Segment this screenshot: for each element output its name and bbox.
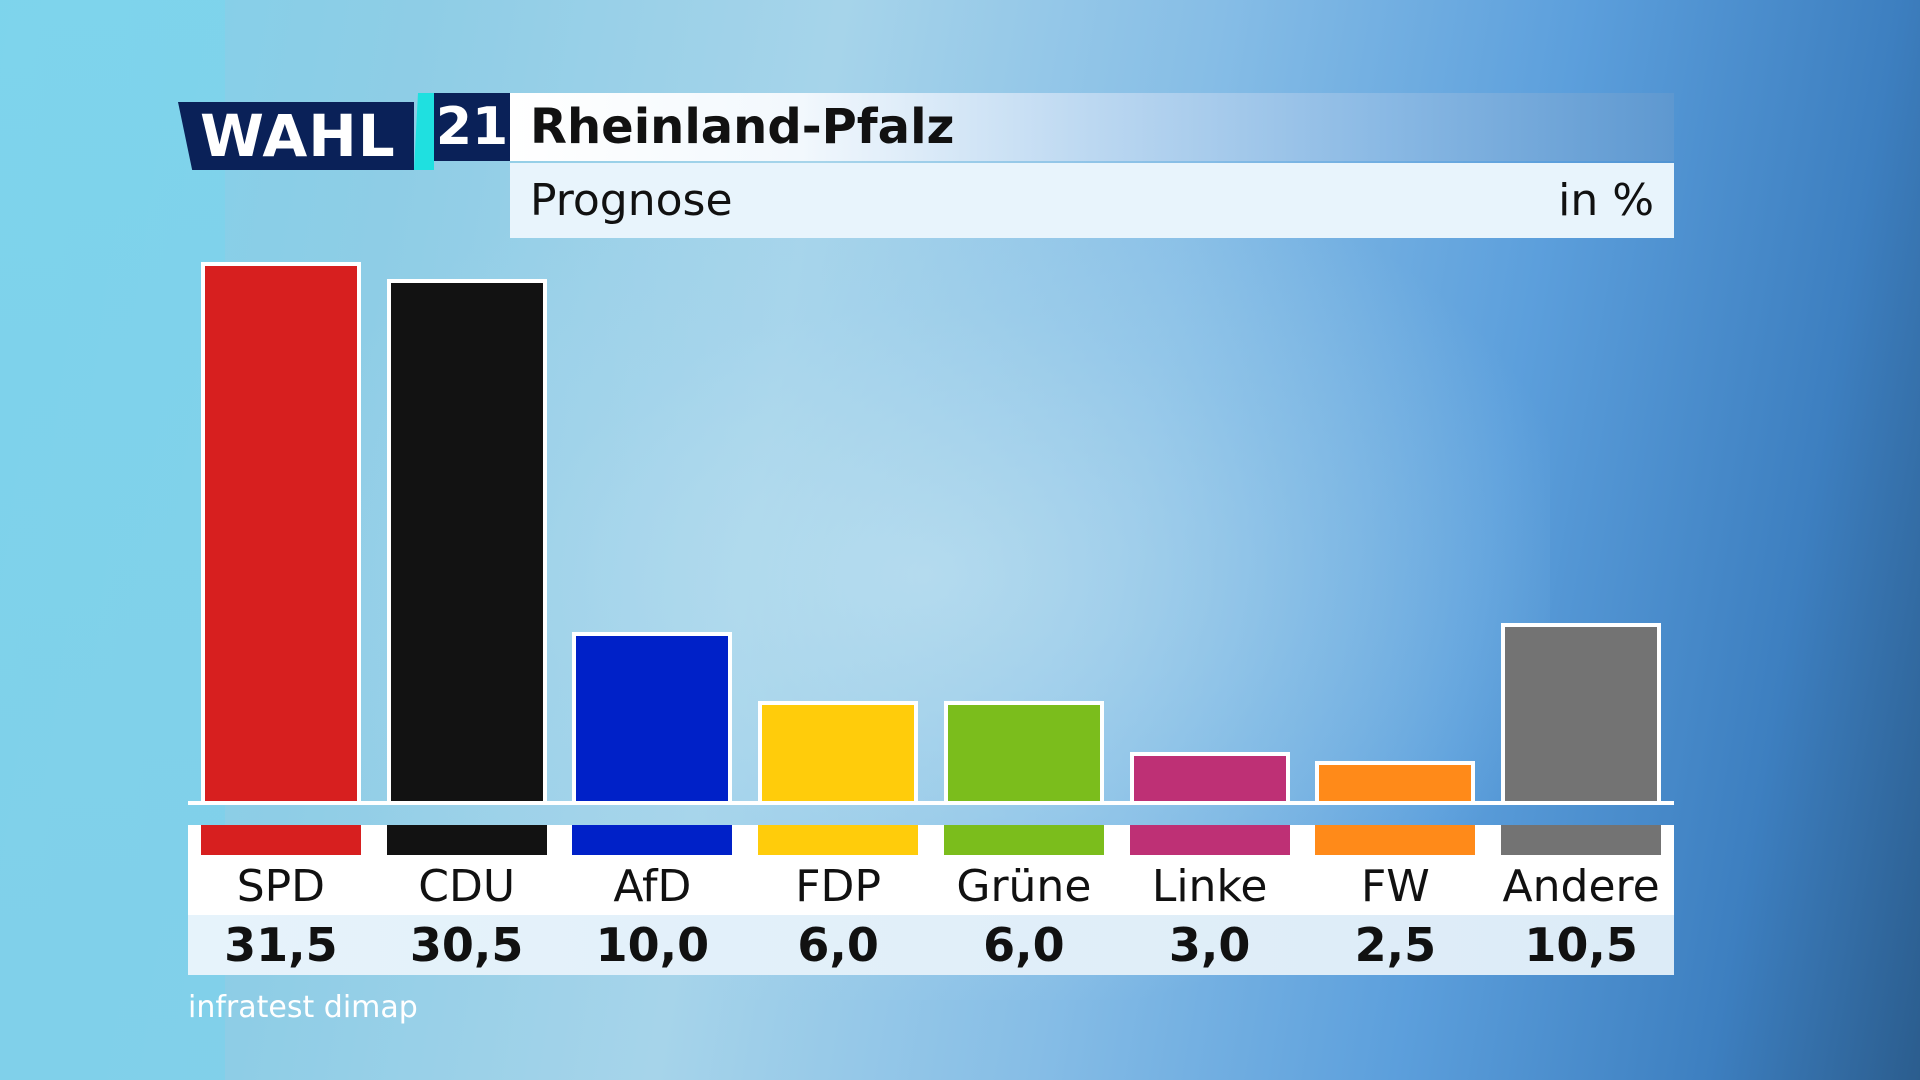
bar-afd (572, 632, 733, 804)
value-label-andere: 10,5 (1524, 918, 1638, 972)
logo-accent (414, 93, 434, 170)
bar-cdu (386, 279, 547, 804)
party-label-cdu: CDU (418, 861, 516, 912)
background-stripe (0, 0, 225, 1080)
source-label: infratest dimap (188, 990, 418, 1025)
wahl-logo: WAHL (178, 102, 414, 170)
bar-fdp (758, 701, 919, 804)
bar-andere (1501, 623, 1662, 804)
logo-year: 21 (434, 93, 510, 161)
swatch-gr-ne (943, 825, 1104, 855)
bar-spd (200, 262, 361, 804)
swatch-cdu (386, 825, 547, 855)
chart-subtitle: Prognose (530, 175, 733, 226)
baseline (188, 801, 1674, 805)
table-values-row (188, 915, 1674, 975)
party-label-fdp: FDP (795, 861, 881, 912)
swatch-andere (1501, 825, 1662, 855)
unit-label: in % (1558, 175, 1654, 226)
title-bar: Rheinland-Pfalz (510, 93, 1674, 161)
bar-linke (1129, 752, 1290, 804)
value-label-cdu: 30,5 (409, 918, 524, 972)
value-label-afd: 10,0 (595, 918, 710, 972)
chart-title: Rheinland-Pfalz (530, 99, 955, 155)
party-label-andere: Andere (1502, 861, 1660, 912)
party-label-linke: Linke (1151, 861, 1268, 912)
party-label-fw: FW (1360, 861, 1430, 912)
party-label-afd: AfD (613, 861, 692, 912)
bar-plot (188, 200, 1674, 804)
swatch-afd (572, 825, 733, 855)
value-label-spd: 31,5 (224, 918, 338, 972)
value-label-linke: 3,0 (1168, 918, 1251, 972)
swatch-spd (200, 825, 361, 855)
bar-fw (1315, 761, 1476, 804)
party-label-spd: SPD (236, 861, 326, 912)
results-table: SPD 31,5 CDU 30,5 AfD 10,0 FDP 6,0 Grüne 6,0 Linke… (188, 825, 1674, 975)
value-label-fw: 2,5 (1354, 918, 1437, 972)
subtitle-bar: Prognose in % (510, 163, 1674, 238)
swatch-linke (1129, 825, 1290, 855)
swatch-fw (1315, 825, 1476, 855)
value-label-gr-ne: 6,0 (983, 918, 1065, 972)
swatch-fdp (758, 825, 919, 855)
bar-gr-ne (943, 701, 1104, 804)
value-label-fdp: 6,0 (797, 918, 879, 972)
party-label-gr-ne: Grüne (956, 861, 1092, 912)
